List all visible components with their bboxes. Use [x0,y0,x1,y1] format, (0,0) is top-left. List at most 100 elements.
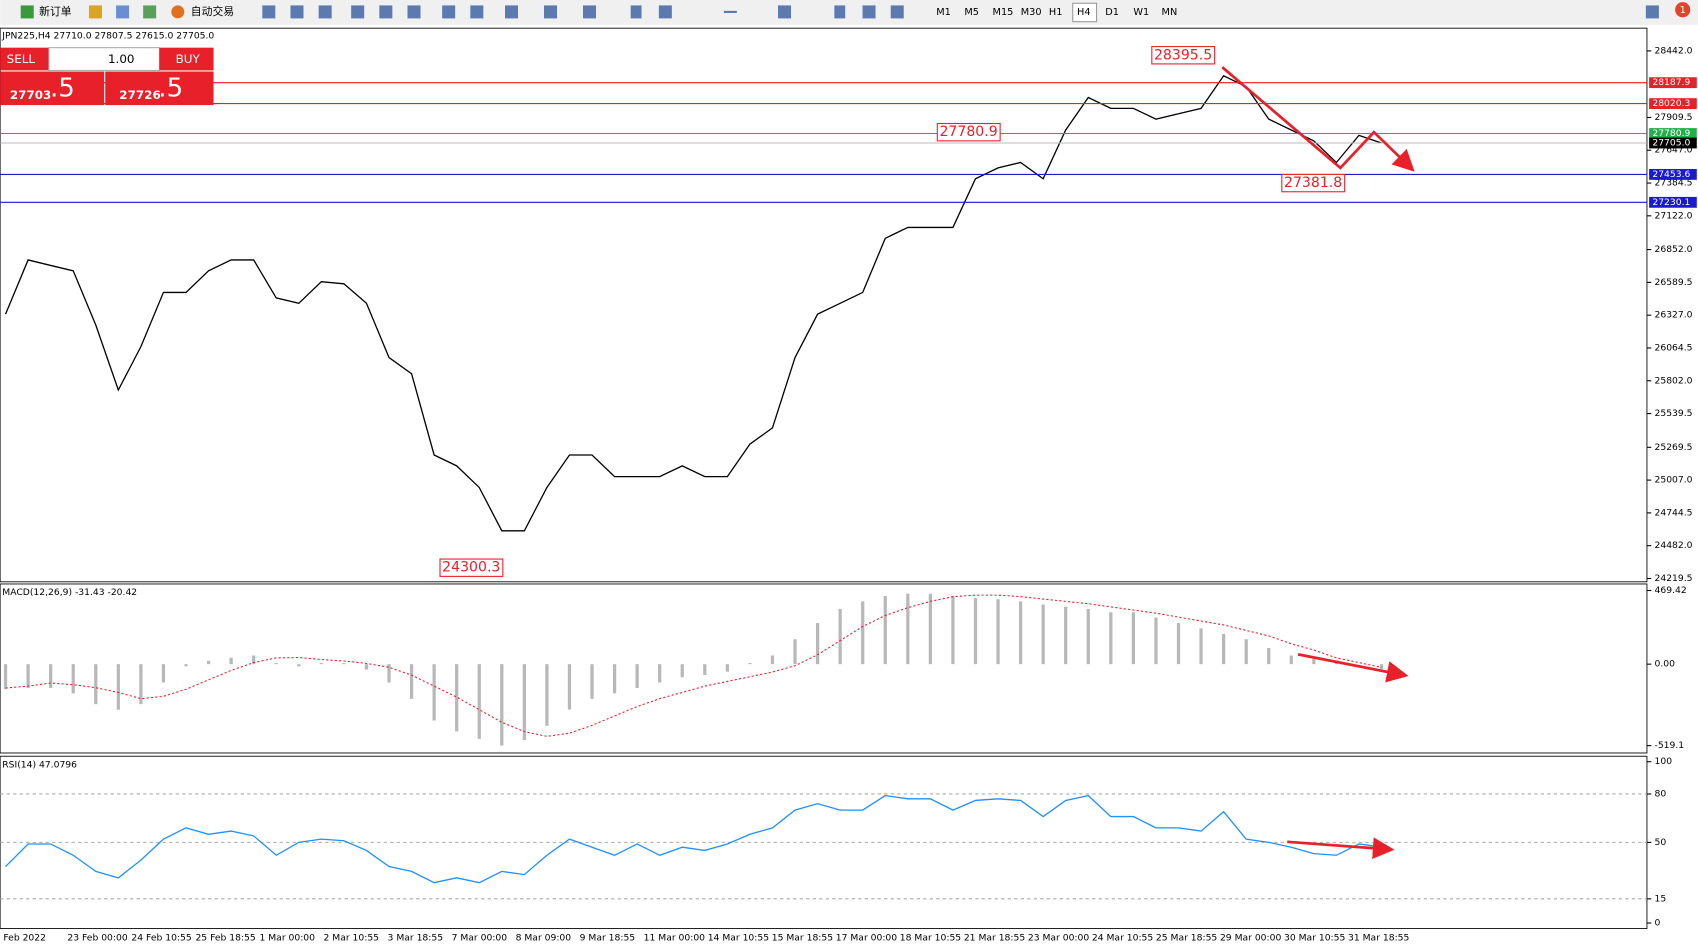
sell-fraction: .5 [50,73,75,103]
price-level-label: 27453.6 [1652,169,1690,180]
timeframe-button[interactable]: M1 [936,7,951,18]
tool-icon[interactable] [318,5,332,19]
x-tick-label: 1 Mar 00:00 [260,933,316,944]
tool-icon[interactable] [778,5,792,19]
price-level-label: 27230.1 [1652,197,1690,208]
chart-area [0,27,1698,948]
tool-icon[interactable] [262,5,276,19]
y-tick-label: 24219.5 [1655,573,1693,584]
y-tick-label: 27384.5 [1655,178,1693,189]
tool-icon[interactable] [88,5,102,19]
y-tick-label: 25802.0 [1655,375,1693,386]
price-level-tag [1649,77,1697,89]
lots-field[interactable] [48,47,160,71]
sell-button[interactable] [0,47,49,71]
tool-icon[interactable] [505,5,519,19]
x-tick-label: 2 Mar 10:55 [324,933,380,944]
y-tick-label: 27122.0 [1655,210,1693,221]
tool-icon[interactable] [379,5,393,19]
y-tick-label: 25007.0 [1655,475,1693,486]
y-tick-label: 28442.0 [1655,45,1693,56]
annotation-box [1151,46,1216,65]
panel-title: MACD(12,26,9) -31.43 -20.42 [2,587,137,598]
auto-trade-button[interactable]: 自动交易 [191,4,234,18]
y-tick-label: 80 [1655,788,1667,799]
x-tick-label: 24 Feb 10:55 [131,933,191,944]
notification-badge[interactable] [1675,2,1691,18]
y-tick-label: 50 [1655,837,1667,848]
timeframe-button[interactable]: H1 [1049,7,1063,18]
macd-arrow [1297,653,1409,683]
price-level-tag [1649,196,1697,208]
timeframe-button[interactable]: MN [1162,7,1178,18]
tool-icon[interactable] [630,5,642,19]
annotation: 28395.5 [1154,47,1212,63]
y-tick-label: 100 [1655,756,1673,767]
buy-button[interactable] [159,47,214,71]
x-tick-label: 30 Mar 10:55 [1284,933,1345,944]
sell-price-box[interactable] [0,71,105,106]
x-tick-label: 8 Mar 09:00 [516,933,572,944]
tool-icon[interactable] [116,5,130,19]
y-tick-label: -519.1 [1655,740,1685,751]
tool-icon[interactable] [351,5,365,19]
y-tick-label: 26327.0 [1655,310,1693,321]
y-tick-label: 24482.0 [1655,540,1693,551]
tool-icon[interactable] [143,5,157,19]
tool-icon[interactable] [583,5,597,19]
price-level-tag [1649,168,1697,180]
x-tick-label: Feb 2022 [3,933,46,944]
auto-trade-icon[interactable] [171,5,185,19]
y-tick-label: 25269.5 [1655,442,1693,453]
x-tick-label: 23 Mar 00:00 [1028,933,1089,944]
price-line [4,74,1382,532]
x-tick-label: 14 Mar 10:55 [708,933,769,944]
annotation: 27780.9 [939,124,997,140]
tool-icon[interactable] [834,5,846,19]
timeframe-button[interactable]: M15 [993,7,1014,18]
badge-count: 1 [1680,5,1686,16]
y-tick-label: 0.00 [1655,659,1676,670]
x-tick-label: 25 Mar 18:55 [1156,933,1217,944]
tool-icon[interactable] [442,5,456,19]
new-order-button[interactable]: 新订单 [39,4,72,18]
buy-price-box[interactable] [105,71,214,106]
x-tick-label: 18 Mar 10:55 [900,933,961,944]
annotation-box [1281,173,1346,193]
sell-label: SELL [7,52,36,66]
annotation-box [936,122,1001,142]
annotation: 27381.8 [1284,175,1342,191]
drawn-arrows [1221,66,1415,860]
tool-icon[interactable] [862,5,876,19]
tool-icon[interactable] [658,5,672,19]
toolbar: 新订单 自动交易 1 M1 M5 M15 M30 H1 H4 D1 W1 MN [0,0,1698,25]
timeframe-button[interactable]: W1 [1133,7,1149,18]
y-tick-label: 469.42 [1655,585,1687,596]
tool-icon[interactable] [470,5,484,19]
new-order-icon[interactable] [20,5,34,19]
tool-icon[interactable] [544,5,558,19]
panel-frame [0,27,1648,583]
tool-icon[interactable] [290,5,304,19]
timeframes: M1 M5 M15 M30 H1 H4 D1 W1 MN [936,2,1178,23]
y-tick-label: 24744.5 [1655,507,1693,518]
y-tick-label: 0 [1655,918,1661,929]
plots: JPN225,H4 27710.0 27807.5 27615.0 27705.… [0,27,1697,944]
panel-title: JPN225,H4 27710.0 27807.5 27615.0 27705.… [1,30,214,41]
y-tick-label: 26589.5 [1655,277,1693,288]
timeframe-button[interactable]: M30 [1021,7,1042,18]
signal-line [5,594,1382,737]
tool-icon[interactable] [407,5,421,19]
panel-frame [0,583,1648,754]
price-level-label: 27705.0 [1652,137,1690,148]
timeframe-button[interactable]: H4 [1077,7,1091,18]
tool-icon[interactable] [890,5,904,19]
timeframe-button[interactable]: D1 [1105,7,1119,18]
y-tick-label: 27647.0 [1655,145,1693,156]
x-tick-label: 7 Mar 00:00 [452,933,508,944]
search-icon[interactable] [1645,5,1659,19]
timeframe-button[interactable]: M5 [964,7,979,18]
tool-icons [262,5,1659,19]
tool-icon[interactable] [723,10,737,14]
